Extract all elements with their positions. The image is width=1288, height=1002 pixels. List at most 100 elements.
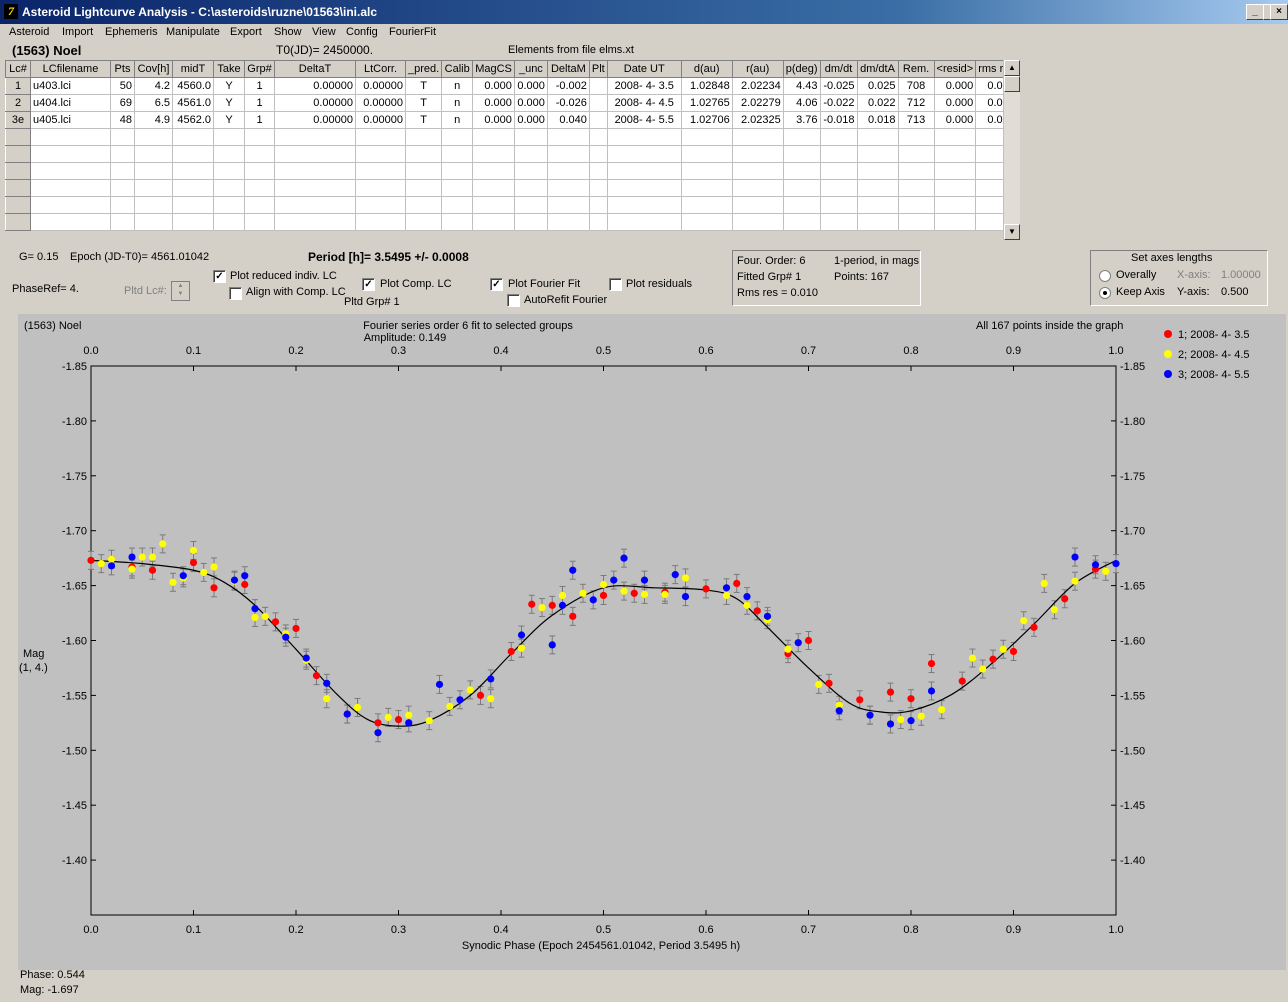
table-cell[interactable] [606,213,682,231]
data-point[interactable] [989,655,997,663]
table-cell[interactable] [782,145,821,163]
data-point[interactable] [487,675,495,683]
empty-table-row[interactable] [5,162,1018,180]
table-cell[interactable] [110,128,135,146]
table-cell[interactable] [588,94,608,112]
table-cell[interactable] [588,128,608,146]
data-point[interactable] [97,560,105,568]
data-point[interactable] [897,715,905,724]
table-cell[interactable] [782,128,821,146]
column-header[interactable]: <resid> [933,60,977,78]
data-point[interactable] [743,592,751,601]
table-cell[interactable] [404,213,443,231]
data-point[interactable] [856,696,864,704]
table-cell[interactable]: 1 [244,77,275,95]
table-cell[interactable]: 712 [897,94,935,112]
table-cell[interactable] [172,128,214,146]
data-point[interactable] [1050,606,1059,614]
table-cell[interactable] [244,196,275,214]
table-cell[interactable]: 1.02706 [680,111,733,129]
column-header[interactable]: Lc# [5,60,31,78]
data-point[interactable] [466,686,474,694]
data-point[interactable] [640,576,649,584]
data-point[interactable] [569,566,577,574]
table-cell[interactable] [472,145,515,163]
table-cell[interactable] [731,213,784,231]
table-cell[interactable] [274,128,356,146]
table-cell[interactable] [731,179,784,197]
data-point[interactable] [394,715,403,724]
data-point[interactable] [138,553,146,561]
table-cell[interactable] [680,145,733,163]
table-cell[interactable] [513,213,548,231]
data-point[interactable] [753,607,761,615]
data-point[interactable] [866,711,874,719]
table-cell[interactable]: u404.lci [30,94,111,112]
menu-export[interactable]: Export [230,26,262,38]
table-cell[interactable]: 0.018 [856,111,899,129]
table-cell[interactable] [110,196,135,214]
data-point[interactable] [599,580,608,589]
data-point[interactable] [384,713,392,721]
data-point[interactable] [343,710,351,718]
table-cell[interactable] [782,196,821,214]
table-cell[interactable] [731,145,784,163]
table-cell[interactable] [472,179,515,197]
data-point[interactable] [251,613,259,622]
data-point[interactable] [128,565,136,573]
plot-comp-checkbox[interactable]: ✓ [362,278,375,291]
table-cell[interactable] [134,128,173,146]
table-cell[interactable] [856,196,899,214]
column-header[interactable]: DeltaM [546,60,590,78]
table-cell[interactable] [782,179,821,197]
data-point[interactable] [599,591,608,600]
data-point[interactable] [261,612,269,620]
table-cell[interactable] [244,145,275,163]
table-cell[interactable]: 0.022 [856,94,899,112]
table-cell[interactable] [588,77,608,95]
table-cell[interactable] [404,128,443,146]
table-cell[interactable]: 4.43 [782,77,821,95]
data-point[interactable] [548,601,556,609]
table-cell[interactable] [355,213,406,231]
table-cell[interactable]: T [404,111,443,129]
scroll-thumb[interactable] [1004,76,1020,92]
table-cell[interactable] [856,213,899,231]
xaxis-value[interactable]: 1.00000 [1221,269,1261,281]
table-cell[interactable] [472,128,515,146]
table-cell[interactable] [680,128,733,146]
data-point[interactable] [702,585,710,593]
data-point[interactable] [907,695,915,703]
table-cell[interactable] [933,145,977,163]
column-header[interactable]: Cov[h] [134,60,173,78]
data-point[interactable] [107,562,116,570]
table-cell[interactable]: 0.000 [933,94,977,112]
column-header[interactable]: _pred. [404,60,443,78]
table-cell[interactable]: 2.02234 [731,77,784,95]
column-header[interactable]: _unc [513,60,548,78]
title-bar[interactable]: 7 Asteroid Lightcurve Analysis - C:\aste… [0,0,1288,24]
menu-config[interactable]: Config [346,26,378,38]
data-point[interactable] [323,695,331,703]
table-cell[interactable] [172,213,214,231]
table-cell[interactable]: 3.76 [782,111,821,129]
table-cell[interactable]: T [404,94,443,112]
table-cell[interactable] [546,213,590,231]
data-point[interactable] [733,579,741,588]
row-number[interactable] [5,196,31,214]
data-point[interactable] [435,680,444,689]
table-cell[interactable] [856,162,899,180]
data-point[interactable] [189,546,198,555]
table-cell[interactable] [110,145,135,163]
table-cell[interactable]: -0.022 [819,94,858,112]
menu-ephemeris[interactable]: Ephemeris [105,26,158,38]
column-header[interactable]: MagCS [472,60,515,78]
table-cell[interactable] [110,179,135,197]
table-cell[interactable]: 2.02279 [731,94,784,112]
plot-reduced-checkbox[interactable]: ✓ [213,270,226,283]
empty-table-row[interactable] [5,128,1018,146]
table-cell[interactable] [933,128,977,146]
table-cell[interactable]: 0.040 [546,111,590,129]
table-cell[interactable] [404,196,443,214]
table-cell[interactable] [819,145,858,163]
